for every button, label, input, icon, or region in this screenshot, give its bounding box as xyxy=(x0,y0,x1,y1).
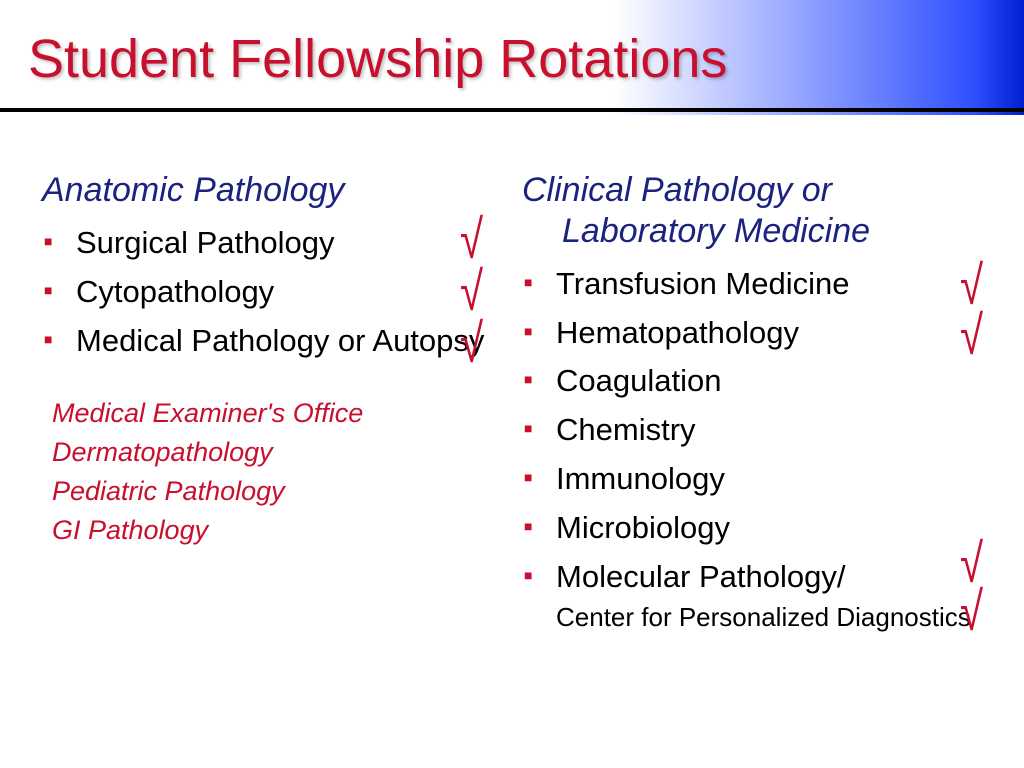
item-label: Surgical Pathology xyxy=(76,225,335,260)
list-item: Transfusion Medicine xyxy=(522,262,994,307)
list-item: Surgical Pathology xyxy=(42,221,492,266)
item-label: Cytopathology xyxy=(76,274,274,309)
list-item: Cytopathology xyxy=(42,270,492,315)
content-area: Anatomic Pathology Surgical Pathology Cy… xyxy=(0,170,1024,768)
item-label: Transfusion Medicine xyxy=(556,266,850,301)
check-icon: √ xyxy=(960,305,983,367)
list-item: Microbiology xyxy=(522,506,994,551)
title-divider xyxy=(0,108,1024,112)
list-item: Immunology xyxy=(522,457,994,502)
red-item: Pediatric Pathology xyxy=(52,472,492,511)
list-item: Hematopathology xyxy=(522,311,994,356)
heading-line1: Clinical Pathology or xyxy=(522,171,832,209)
list-item: Medical Pathology or Autopsy xyxy=(42,319,492,364)
item-label: Hematopathology xyxy=(556,315,799,350)
right-heading: Clinical Pathology or Laboratory Medicin… xyxy=(522,170,994,252)
list-item: Molecular Pathology/ Center for Personal… xyxy=(522,555,994,633)
red-item: Medical Examiner's Office xyxy=(52,394,492,433)
item-sublabel: Center for Personalized Diagnostics xyxy=(556,602,994,633)
red-item: Dermatopathology xyxy=(52,433,492,472)
item-label: Medical Pathology or Autopsy xyxy=(76,323,484,358)
item-label: Microbiology xyxy=(556,510,730,545)
item-label: Molecular Pathology/ xyxy=(556,559,846,594)
item-label: Coagulation xyxy=(556,363,721,398)
item-label: Immunology xyxy=(556,461,725,496)
left-column: Anatomic Pathology Surgical Pathology Cy… xyxy=(0,170,512,768)
item-label: Chemistry xyxy=(556,412,696,447)
list-item: Chemistry xyxy=(522,408,994,453)
heading-line2: Laboratory Medicine xyxy=(522,211,994,252)
left-bullet-list: Surgical Pathology Cytopathology Medical… xyxy=(42,221,492,364)
list-item: Coagulation xyxy=(522,359,994,404)
check-icon: √ xyxy=(460,313,483,375)
right-bullet-list: Transfusion Medicine Hematopathology Coa… xyxy=(522,262,994,634)
check-icon: √ xyxy=(960,581,983,643)
page-title: Student Fellowship Rotations xyxy=(28,28,727,90)
red-item: GI Pathology xyxy=(52,511,492,550)
right-column: Clinical Pathology or Laboratory Medicin… xyxy=(512,170,1024,768)
left-red-list: Medical Examiner's Office Dermatopatholo… xyxy=(42,394,492,551)
left-heading: Anatomic Pathology xyxy=(42,170,492,211)
